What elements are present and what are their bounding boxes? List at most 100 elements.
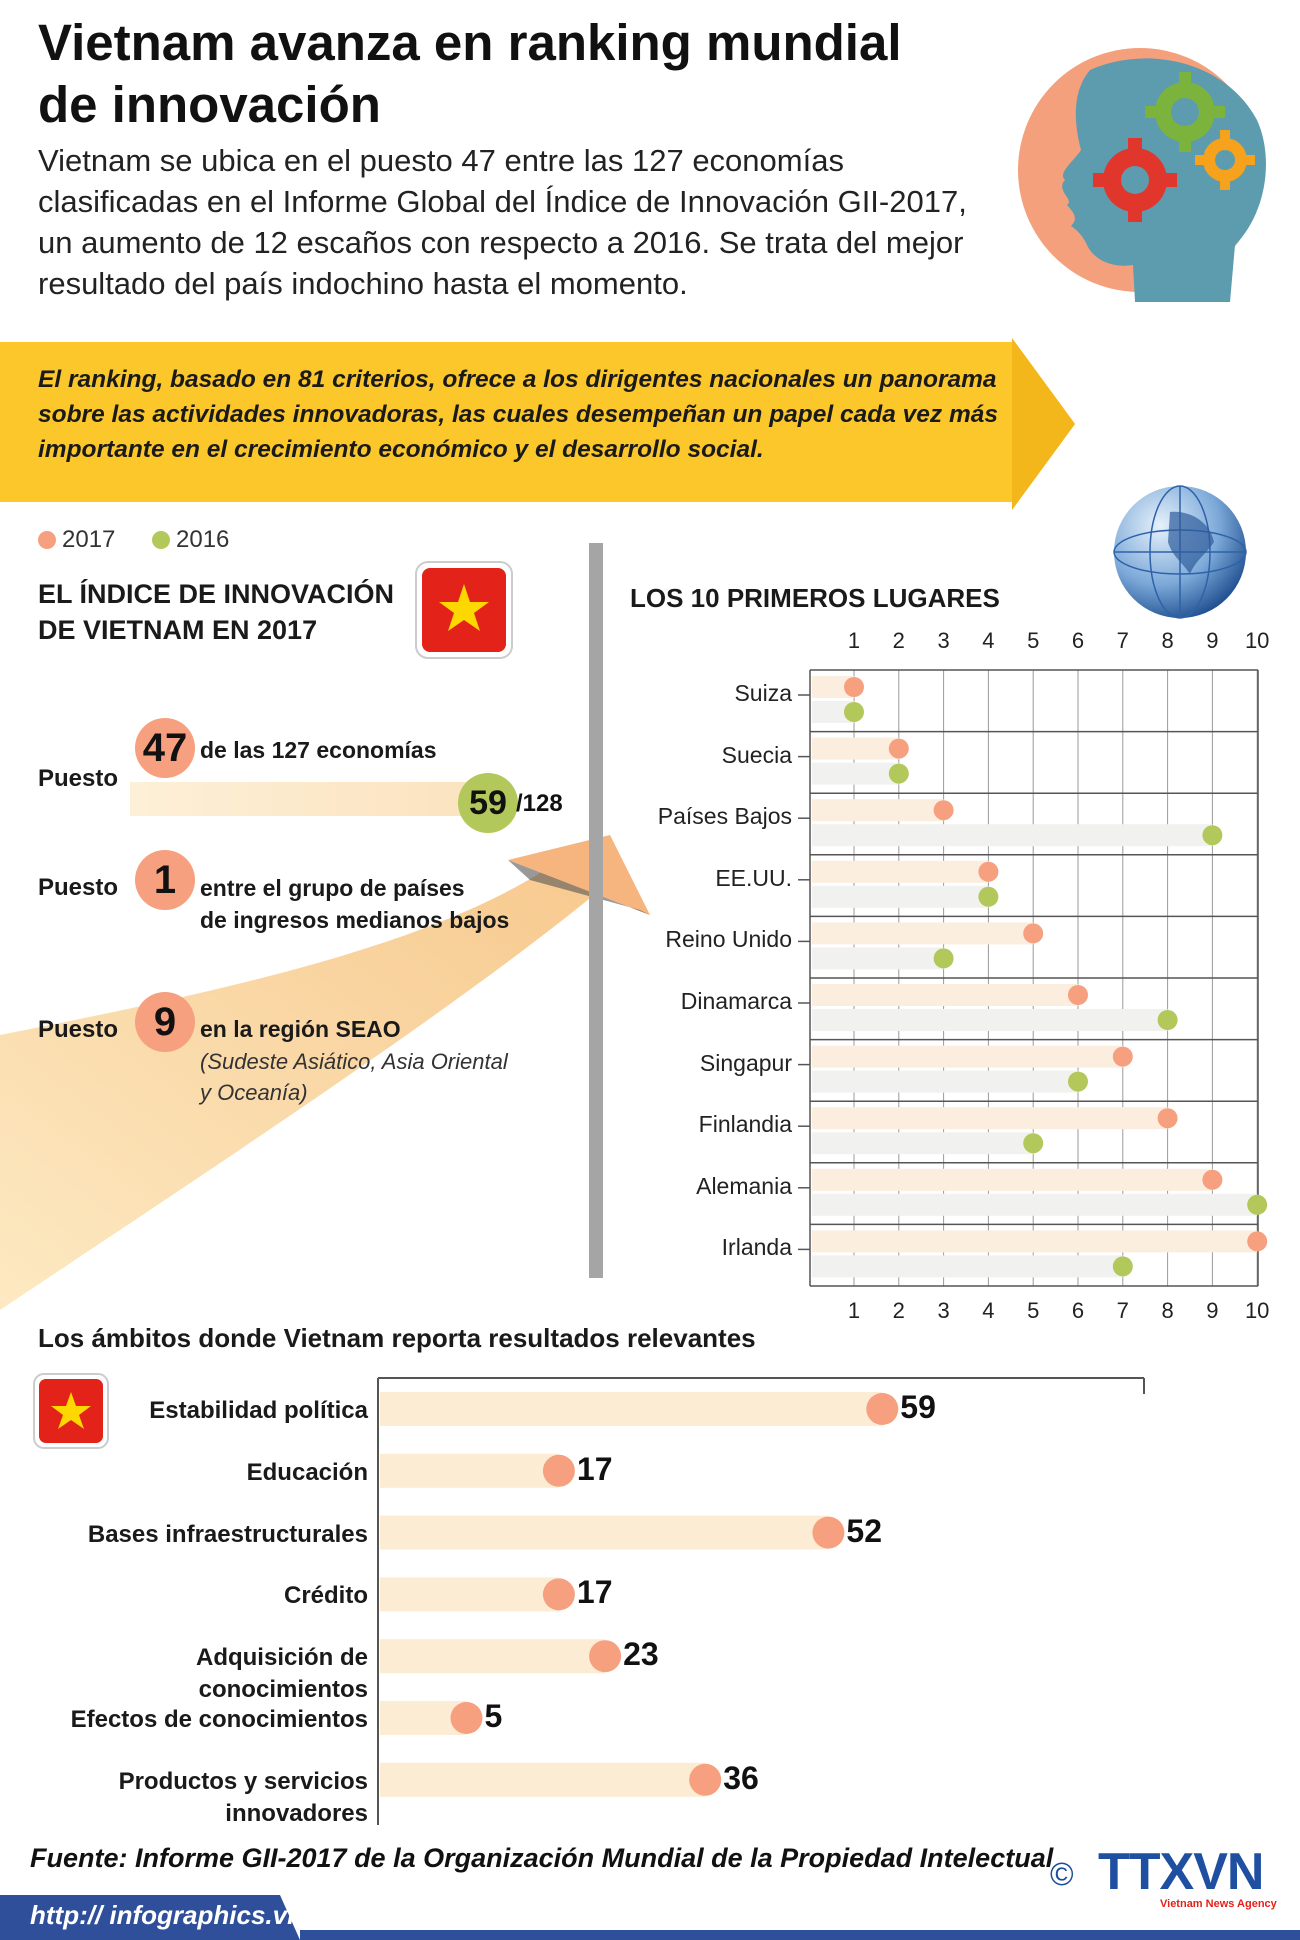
- areas-svg: [377, 1377, 1145, 1825]
- vn-index-heading-line2: DE VIETNAM EN 2017: [38, 615, 318, 645]
- yellow-arrow-banner: [0, 338, 1075, 510]
- x-tick-top: 1: [847, 628, 861, 653]
- point-2016: [1157, 1010, 1178, 1030]
- legend-label-2017: 2017: [62, 526, 116, 553]
- point-2017: [1112, 1046, 1133, 1067]
- globe-icon: [1113, 485, 1247, 619]
- bar-2016: [812, 885, 989, 908]
- areas-chart: 59 Estabilidad política 17 Educación 52 Bases…: [28, 1377, 1145, 1827]
- vn-index-heading-line1: EL ÍNDICE DE INNOVACIÓN: [38, 579, 395, 609]
- area-point: [689, 1763, 722, 1796]
- point-2016: [888, 763, 909, 784]
- bar-2016: [812, 1070, 1078, 1093]
- country-label: Singapur: [699, 1049, 792, 1076]
- point-2017: [933, 800, 954, 821]
- x-tick-bottom: 9: [1206, 1298, 1219, 1323]
- x-tick-bottom: 4: [982, 1298, 995, 1323]
- legend-2017: 2017: [38, 526, 115, 554]
- area-label-line: Educación: [246, 1458, 368, 1486]
- area-point: [542, 1454, 575, 1487]
- rank-region-sub: (Sudeste Asiático, Asia Oriental y Ocean…: [200, 1046, 508, 1108]
- bar-2016: [812, 824, 1213, 847]
- point-2016: [1112, 1256, 1133, 1277]
- x-tick-bottom: 10: [1244, 1298, 1270, 1323]
- area-bar: [380, 1453, 559, 1488]
- rank-2016-total: /128: [516, 790, 563, 817]
- point-2017: [1068, 985, 1088, 1005]
- bar-2017: [812, 737, 899, 760]
- footer-url[interactable]: http:// infographics.vn: [30, 1900, 303, 1930]
- point-2016: [933, 948, 954, 969]
- point-2017: [888, 738, 909, 759]
- area-label: Estabilidad política: [28, 1395, 368, 1427]
- country-label: Suiza: [734, 680, 792, 706]
- rank-group-badge: 1: [135, 850, 195, 910]
- bar-2017: [812, 676, 854, 698]
- legend-label-2016: 2016: [176, 526, 230, 553]
- rank-2016-badge: 59: [458, 773, 518, 833]
- area-label-line: Productos y servicios: [118, 1767, 368, 1795]
- bar-2016: [812, 1132, 1034, 1155]
- area-bar: [380, 1639, 606, 1674]
- x-tick-bottom: 5: [1027, 1298, 1040, 1323]
- point-2016: [1068, 1071, 1088, 1092]
- x-tick-top: 9: [1206, 628, 1219, 653]
- bar-2016: [812, 762, 899, 785]
- rank-region-sub-line2: y Oceanía): [200, 1080, 308, 1105]
- x-tick-bottom: 8: [1161, 1298, 1174, 1323]
- legend-dot-2016: [152, 531, 170, 549]
- ttxvn-logo-sub: Vietnam News Agency: [1160, 1898, 1277, 1910]
- country-label: Dinamarca: [680, 988, 792, 1014]
- area-label-line: Efectos de conocimientos: [70, 1706, 368, 1733]
- rank-bar-2016: [130, 782, 470, 816]
- country-label: Finlandia: [698, 1111, 792, 1138]
- rank-group-text-line2: de ingresos medianos bajos: [200, 907, 510, 933]
- x-tick-top: 3: [937, 628, 950, 653]
- x-tick-bottom: 2: [892, 1298, 905, 1323]
- x-tick-top: 5: [1027, 628, 1040, 653]
- puesto-label-3: Puesto: [38, 1016, 119, 1043]
- bar-2017: [812, 922, 1034, 945]
- country-label: Reino Unido: [665, 926, 792, 953]
- x-tick-top: 6: [1071, 628, 1085, 653]
- x-tick-top: 4: [982, 628, 995, 653]
- area-point: [589, 1640, 622, 1673]
- legend-dot-2017: [38, 531, 56, 549]
- gear-green-icon: [1145, 72, 1225, 152]
- point-2016: [1023, 1133, 1044, 1154]
- area-value: 59: [900, 1389, 936, 1425]
- point-2017: [1157, 1108, 1178, 1129]
- x-tick-bottom: 7: [1116, 1298, 1129, 1323]
- point-2017: [1202, 1169, 1223, 1190]
- area-value: 52: [846, 1512, 882, 1549]
- bar-2017: [812, 1168, 1213, 1191]
- vietnam-flag-small-icon: [33, 1373, 109, 1449]
- bar-2017: [812, 799, 944, 822]
- bar-2016: [812, 1255, 1123, 1278]
- x-tick-bottom: 1: [847, 1298, 861, 1323]
- area-value: 23: [623, 1636, 659, 1673]
- rank-region-text: en la región SEAO: [200, 1016, 401, 1042]
- area-label-line: Bases infraestructurales: [87, 1520, 368, 1548]
- bar-2017: [812, 1107, 1168, 1130]
- area-label: Bases infraestructurales: [28, 1519, 368, 1551]
- area-point: [812, 1516, 845, 1549]
- x-tick-top: 8: [1161, 628, 1174, 653]
- vn-index-heading: EL ÍNDICE DE INNOVACIÓN DE VIETNAM EN 20…: [38, 576, 394, 648]
- gear-red-icon: [1093, 138, 1177, 222]
- rank-2017-text: de las 127 economías: [200, 737, 437, 763]
- bar-2016: [812, 701, 854, 723]
- vertical-divider: [589, 543, 603, 1278]
- area-point: [866, 1393, 899, 1425]
- area-bar: [380, 1577, 559, 1612]
- areas-title: Los ámbitos donde Vietnam reporta result…: [38, 1323, 756, 1353]
- gear-orange-icon: [1195, 130, 1255, 190]
- top10-svg: [798, 669, 1268, 1287]
- point-2017: [1247, 1231, 1268, 1252]
- top10-chart: Suiza Suecia Países Bajos EE.UU. Reino Unido…: [658, 628, 1270, 1323]
- rising-arrow-graphic: [0, 835, 650, 1310]
- x-tick-top: 7: [1116, 628, 1129, 653]
- x-tick-top: 2: [892, 628, 905, 653]
- area-bar: [380, 1515, 829, 1550]
- ttxvn-logo: TTXVN: [1098, 1843, 1264, 1901]
